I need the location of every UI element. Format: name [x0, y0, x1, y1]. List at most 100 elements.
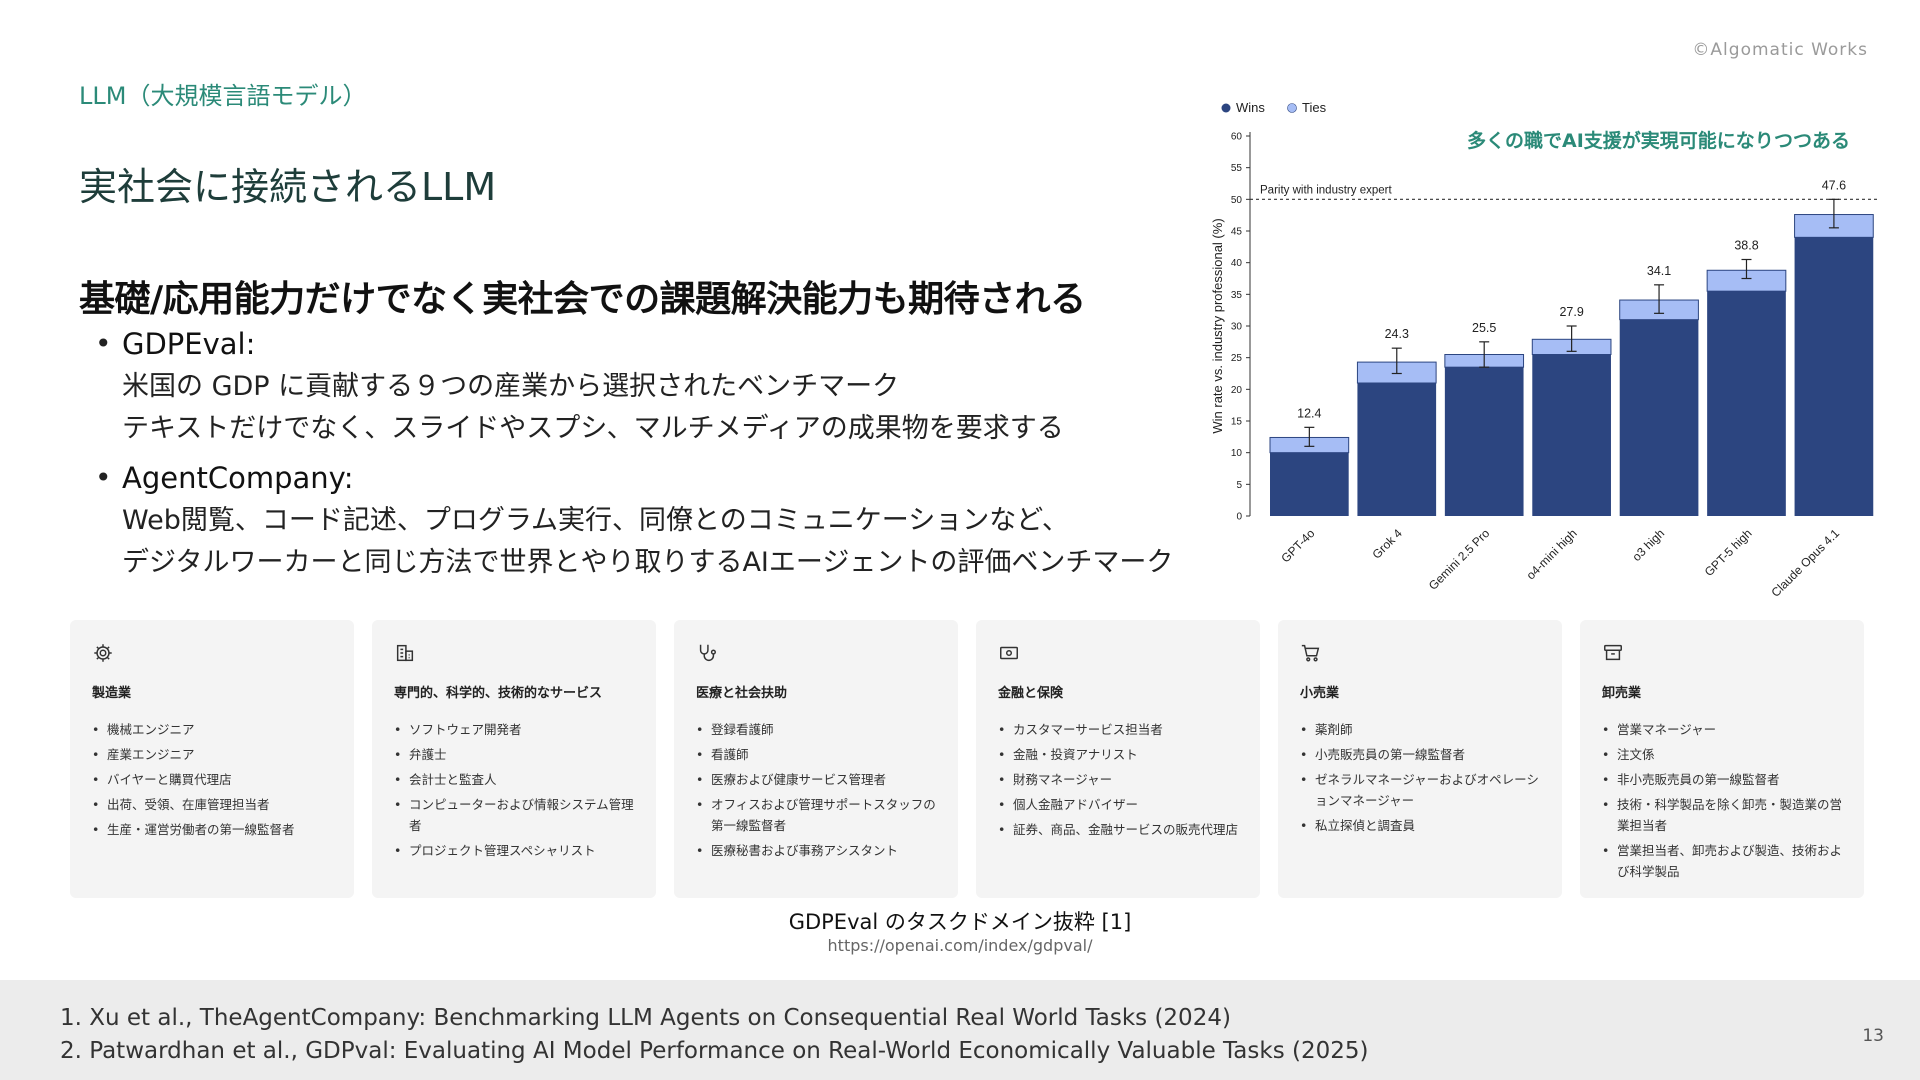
slide-heading: 基礎/応用能力だけでなく実社会での課題解決能力も期待される [79, 279, 1086, 320]
list-item: 営業マネージャー [1602, 719, 1844, 740]
list-item: 登録看護師 [696, 719, 938, 740]
cart-icon [1301, 644, 1320, 662]
list-item: 金融・投資アナリスト [998, 744, 1240, 765]
y-tick-label: 30 [1231, 322, 1243, 333]
bar-wins [1707, 291, 1786, 516]
package-icon [1604, 644, 1622, 661]
x-tick-label: Gemini 2.5 Pro [1426, 526, 1493, 593]
list-item: 医療および健康サービス管理者 [696, 769, 938, 790]
list-item: 個人金融アドバイザー [998, 794, 1240, 815]
legend-ties-label: Ties [1302, 100, 1327, 115]
card-wholesale: 卸売業 営業マネージャー 注文係 非小売販売員の第一線監督者 技術・科学製品を除… [1580, 620, 1864, 898]
bullet-line: Web閲覧、コード記述、プログラム実行、同僚とのコミュニケーションなど、 [122, 505, 1069, 536]
legend-ties-swatch [1287, 103, 1297, 113]
x-tick-label: Claude Opus 4.1 [1768, 526, 1842, 600]
list-item: 生産・運営労働者の第一線監督者 [92, 819, 334, 840]
list-item: 看護師 [696, 744, 938, 765]
y-tick-label: 55 [1231, 163, 1243, 174]
list-item: 注文係 [1602, 744, 1844, 765]
reference-item: 1. Xu et al., TheAgentCompany: Benchmark… [60, 1005, 1231, 1031]
list-item: 薬剤師 [1300, 719, 1542, 740]
card-list: カスタマーサービス担当者 金融・投資アナリスト 財務マネージャー 個人金融アドバ… [998, 719, 1240, 840]
bullet-list: • GDPEval: 米国の GDP に貢献する９つの産業から選択されたベンチマ… [95, 322, 1245, 590]
card-list: 営業マネージャー 注文係 非小売販売員の第一線監督者 技術・科学製品を除く卸売・… [1602, 719, 1844, 882]
list-item: 財務マネージャー [998, 769, 1240, 790]
data-label: 24.3 [1385, 327, 1409, 341]
card-finance: 金融と保険 カスタマーサービス担当者 金融・投資アナリスト 財務マネージャー 個… [976, 620, 1260, 898]
chart-annotation: 多くの職でAI支援が実現可能になりつつある [1467, 129, 1850, 152]
legend-wins-label: Wins [1236, 100, 1265, 115]
list-item: バイヤーと購買代理店 [92, 769, 334, 790]
list-item: 非小売販売員の第一線監督者 [1602, 769, 1844, 790]
bullet-line: デジタルワーカーと同じ方法で世界とやり取りするAIエージェントの評価ベンチマーク [122, 547, 1174, 578]
y-tick-label: 50 [1231, 195, 1243, 206]
list-item: カスタマーサービス担当者 [998, 719, 1240, 740]
list-item: 医療秘書および事務アシスタント [696, 840, 938, 861]
y-tick-label: 40 [1231, 258, 1243, 269]
chart-svg: Wins Ties 多くの職でAI支援が実現可能になりつつある Win rate vs… [1210, 100, 1880, 600]
domain-cards: 製造業 機械エンジニア 産業エンジニア バイヤーと購買代理店 出荷、受領、在庫管… [70, 620, 1864, 898]
card-title: 製造業 [92, 686, 132, 701]
reference-item: 2. Patwardhan et al., GDPval: Evaluating… [60, 1038, 1369, 1064]
list-item: オフィスおよび管理サポートスタッフの第一線監督者 [696, 794, 938, 836]
card-manufacturing: 製造業 機械エンジニア 産業エンジニア バイヤーと購買代理店 出荷、受領、在庫管… [70, 620, 354, 898]
data-label: 25.5 [1472, 321, 1496, 335]
data-label: 47.6 [1822, 178, 1846, 192]
list-item: 小売販売員の第一線監督者 [1300, 744, 1542, 765]
y-tick-label: 20 [1231, 385, 1243, 396]
x-tick-label: Grok 4 [1370, 526, 1406, 562]
card-retail: 小売業 薬剤師 小売販売員の第一線監督者 ゼネラルマネージャーおよびオペレーショ… [1278, 620, 1562, 898]
list-item: 弁護士 [394, 744, 636, 765]
bar-wins [1532, 354, 1611, 516]
list-item: 出荷、受領、在庫管理担当者 [92, 794, 334, 815]
list-item: 営業担当者、卸売および製造、技術および科学製品 [1602, 840, 1844, 882]
list-item: 技術・科学製品を除く卸売・製造業の営業担当者 [1602, 794, 1844, 836]
card-title: 金融と保険 [998, 686, 1064, 701]
gear-icon [94, 644, 112, 662]
building-icon [396, 644, 414, 662]
data-label: 34.1 [1647, 264, 1671, 278]
section-label: LLM（大規模言語モデル） [79, 82, 367, 110]
list-item: 産業エンジニア [92, 744, 334, 765]
y-tick-label: 10 [1231, 448, 1243, 459]
bullet-line: 米国の GDP に貢献する９つの産業から選択されたベンチマーク [122, 371, 900, 402]
banknote-icon [1000, 646, 1018, 660]
list-item: 私立探偵と調査員 [1300, 815, 1542, 836]
y-tick-label: 45 [1231, 227, 1243, 238]
list-item: 証券、商品、金融サービスの販売代理店 [998, 819, 1240, 840]
card-healthcare: 医療と社会扶助 登録看護師 看護師 医療および健康サービス管理者 オフィスおよび… [674, 620, 958, 898]
y-tick-label: 35 [1231, 290, 1243, 301]
data-label: 12.4 [1297, 406, 1321, 420]
bar-wins [1270, 452, 1349, 516]
data-label: 27.9 [1559, 305, 1583, 319]
x-tick-label: GPT-4o [1278, 526, 1317, 565]
card-professional-services: 専門的、科学的、技術的なサービス ソフトウェア開発者 弁護士 会計士と監査人 コ… [372, 620, 656, 898]
bullet-title: GDPEval: [122, 327, 256, 361]
parity-label: Parity with industry expert [1260, 184, 1392, 196]
source-url[interactable]: https://openai.com/index/gdpval/ [827, 936, 1093, 955]
y-tick-label: 5 [1236, 480, 1242, 491]
list-item: コンピューターおよび情報システム管理者 [394, 794, 636, 836]
list-item: ゼネラルマネージャーおよびオペレーションマネージャー [1300, 769, 1542, 811]
card-list: 薬剤師 小売販売員の第一線監督者 ゼネラルマネージャーおよびオペレーションマネー… [1300, 719, 1542, 836]
bar-wins [1619, 319, 1699, 516]
list-item: 機械エンジニア [92, 719, 334, 740]
x-tick-label: GPT-5 high [1702, 526, 1755, 579]
list-item: プロジェクト管理スペシャリスト [394, 840, 636, 861]
references-footer: 1. Xu et al., TheAgentCompany: Benchmark… [0, 980, 1920, 1080]
x-tick-label: o4-mini high [1524, 526, 1580, 582]
bullet-line: テキストだけでなく、スライドやスプシ、マルチメディアの成果物を要求する [122, 413, 1064, 444]
y-tick-label: 15 [1231, 417, 1243, 428]
stethoscope-icon [699, 644, 716, 661]
y-tick-label: 25 [1231, 353, 1243, 364]
figure-caption: GDPEval のタスクドメイン抜粋 [1] [788, 910, 1132, 934]
x-tick-label: o3 high [1629, 526, 1667, 564]
list-item: 会計士と監査人 [394, 769, 636, 790]
card-title: 卸売業 [1602, 686, 1642, 701]
card-list: ソフトウェア開発者 弁護士 会計士と監査人 コンピューターおよび情報システム管理… [394, 719, 636, 861]
y-tick-label: 60 [1231, 132, 1243, 143]
bar-wins [1794, 237, 1874, 517]
card-title: 小売業 [1300, 686, 1340, 701]
card-list: 登録看護師 看護師 医療および健康サービス管理者 オフィスおよび管理サポートスタ… [696, 719, 938, 861]
card-title: 専門的、科学的、技術的なサービス [394, 686, 603, 701]
